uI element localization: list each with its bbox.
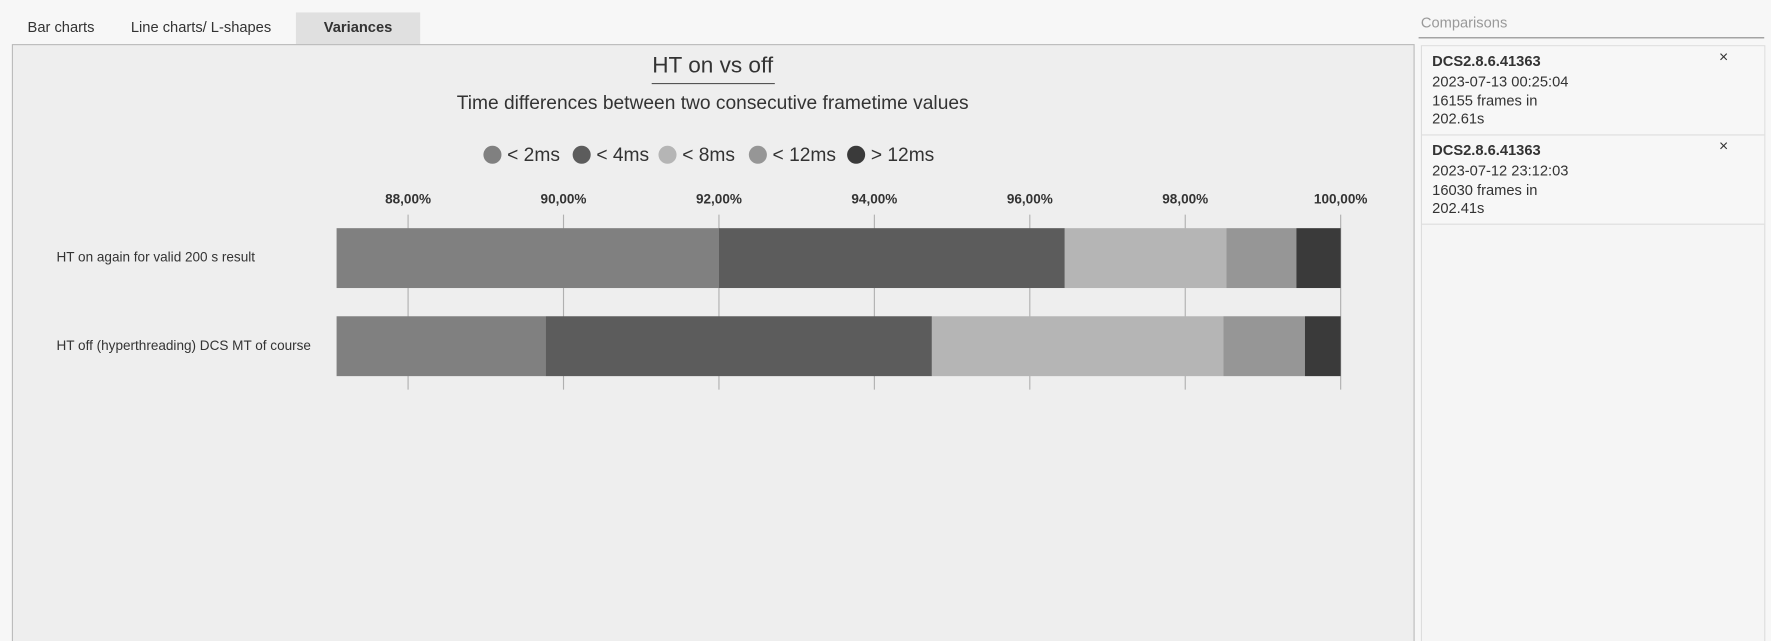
bar-segment <box>1223 316 1305 377</box>
card-frames: 16155 frames in <box>1432 94 1537 110</box>
legend-label[interactable]: < 4ms <box>596 145 649 166</box>
panel-title: Comparisons <box>1421 16 1507 32</box>
legend-label[interactable]: < 12ms <box>773 145 836 166</box>
card-date: 2023-07-12 23:12:03 <box>1432 164 1568 180</box>
comparison-card[interactable] <box>1421 135 1765 224</box>
close-button[interactable]: × <box>1719 49 1728 66</box>
bar-segment <box>336 228 719 289</box>
bar-segment <box>718 228 1065 289</box>
legend-label[interactable]: < 2ms <box>507 145 560 166</box>
bar-segment <box>1296 228 1341 289</box>
legend-swatch <box>483 145 502 164</box>
x-tick-label: 90,00% <box>541 192 587 207</box>
x-tick-label: 94,00% <box>851 192 897 207</box>
chart-title[interactable]: HT on vs off <box>652 53 774 78</box>
legend-label[interactable]: > 12ms <box>871 145 934 166</box>
legend-swatch <box>658 145 677 164</box>
active-tab[interactable] <box>295 12 421 45</box>
card-duration: 202.41s <box>1432 201 1484 217</box>
bar-segment <box>1304 316 1341 377</box>
legend-swatch <box>847 145 866 164</box>
bar-segment <box>931 316 1224 377</box>
comparison-card[interactable] <box>1421 46 1765 135</box>
x-tick-label: 100,00% <box>1314 192 1367 207</box>
chart-subtitle: Time differences between two consecutive… <box>457 93 969 114</box>
legend-label[interactable]: < 8ms <box>682 145 735 166</box>
card-duration: 202.61s <box>1432 112 1484 128</box>
tab[interactable]: Bar charts <box>28 20 95 36</box>
legend-swatch <box>572 145 591 164</box>
tab[interactable]: Line charts/ L-shapes <box>131 20 271 36</box>
card-name: DCS2.8.6.41363 <box>1432 54 1540 70</box>
bar-segment <box>1226 228 1297 289</box>
tab[interactable]: Variances <box>324 20 393 36</box>
y-tick-label: HT on again for valid 200 s result <box>56 250 255 265</box>
bar-segment <box>545 316 932 377</box>
card-name: DCS2.8.6.41363 <box>1432 143 1540 159</box>
card-frames: 16030 frames in <box>1432 183 1537 199</box>
x-tick-label: 96,00% <box>1007 192 1053 207</box>
close-button[interactable]: × <box>1719 138 1728 155</box>
legend-swatch <box>748 145 767 164</box>
bar-segment <box>336 316 546 377</box>
x-tick-label: 88,00% <box>385 192 431 207</box>
y-tick-label: HT off (hyperthreading) DCS MT of course <box>56 338 311 353</box>
card-date: 2023-07-13 00:25:04 <box>1432 74 1568 90</box>
x-tick-label: 98,00% <box>1162 192 1208 207</box>
x-tick-label: 92,00% <box>696 192 742 207</box>
bar-segment <box>1064 228 1227 289</box>
